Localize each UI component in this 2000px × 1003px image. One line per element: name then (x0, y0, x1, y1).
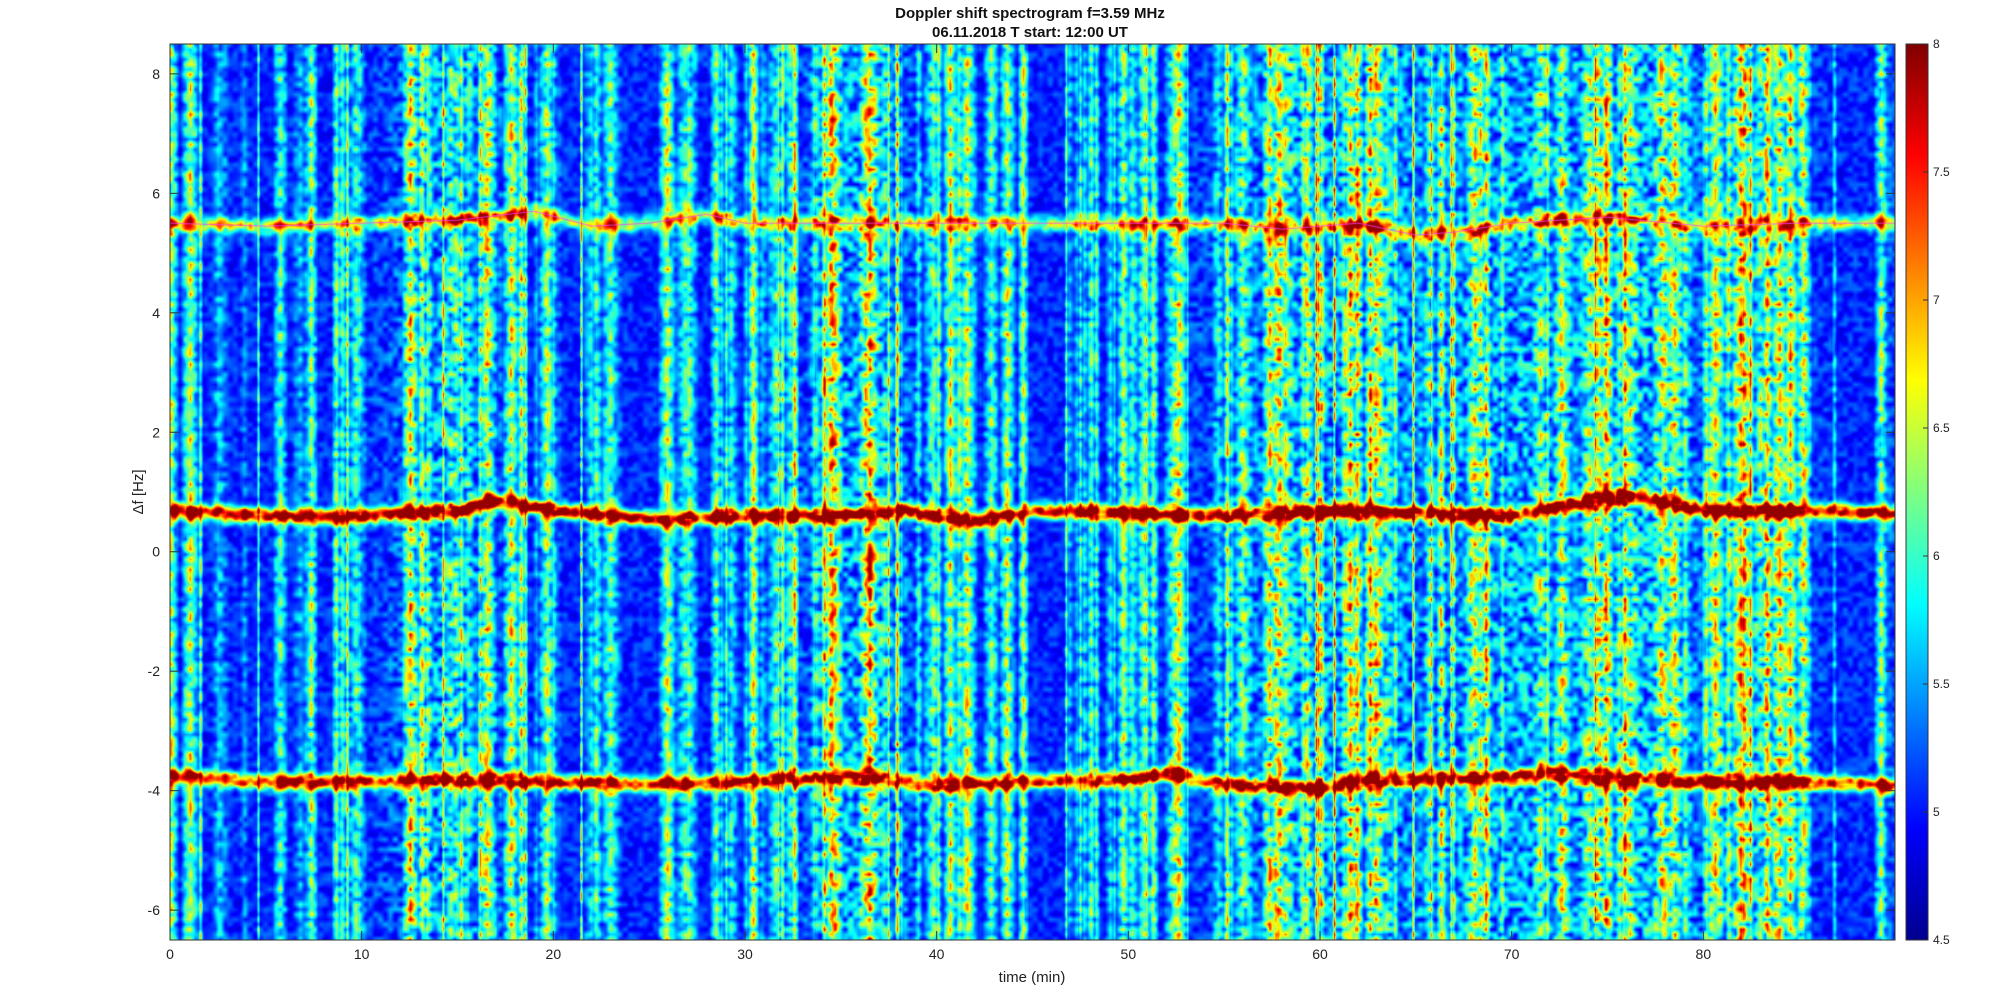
x-tick-label: 20 (546, 946, 562, 962)
plot-frame (169, 43, 1896, 941)
x-axis-label: time (min) (999, 969, 1066, 986)
colorbar-gradient (1905, 43, 1929, 941)
y-tick-label: -4 (148, 783, 161, 799)
y-tick-label: -6 (148, 902, 161, 918)
y-tick-label: -2 (148, 663, 161, 679)
x-tick-label: 60 (1312, 946, 1328, 962)
colorbar-tick-label: 5.5 (1933, 677, 1950, 691)
x-tick-label: 40 (929, 946, 945, 962)
plot-area (169, 43, 1896, 941)
y-tick-label: 4 (152, 305, 160, 321)
colorbar-tick-label: 8 (1933, 37, 1940, 51)
colorbar-tick-label: 5 (1933, 805, 1940, 819)
y-tick-label: 2 (152, 424, 160, 440)
x-tick-label: 70 (1504, 946, 1520, 962)
colorbar-tick-label: 7 (1933, 293, 1940, 307)
y-tick-label: 6 (152, 185, 160, 201)
x-tick-label: 80 (1696, 946, 1712, 962)
colorbar-ticks: 8 7.5 7 6.5 6 5.5 5 4.5 (1923, 37, 1950, 947)
spectrogram-heatmap (170, 44, 1895, 940)
x-axis: 0 10 20 30 40 50 60 70 80 (166, 44, 1711, 962)
x-tick-label: 0 (166, 946, 174, 962)
chart-subtitle: 06.11.2018 T start: 12:00 UT (932, 24, 1128, 41)
colorbar-tick-label: 6 (1933, 549, 1940, 563)
x-tick-label: 30 (737, 946, 753, 962)
colorbar-tick-label: 7.5 (1933, 165, 1950, 179)
y-tick-label: 0 (152, 544, 160, 560)
colorbar-tick-label: 6.5 (1933, 421, 1950, 435)
colorbar-tick-label: 4.5 (1933, 933, 1950, 947)
colorbar: 8 7.5 7 6.5 6 5.5 5 4.5 (1905, 37, 1950, 947)
x-tick-label: 10 (354, 946, 370, 962)
y-tick-label: 8 (152, 66, 160, 82)
y-axis: 8 6 4 2 0 -2 -4 -6 (148, 66, 1895, 918)
chart-title: Doppler shift spectrogram f=3.59 MHz (895, 5, 1165, 22)
x-tick-label: 50 (1121, 946, 1137, 962)
y-axis-label: Δf [Hz] (130, 469, 147, 514)
